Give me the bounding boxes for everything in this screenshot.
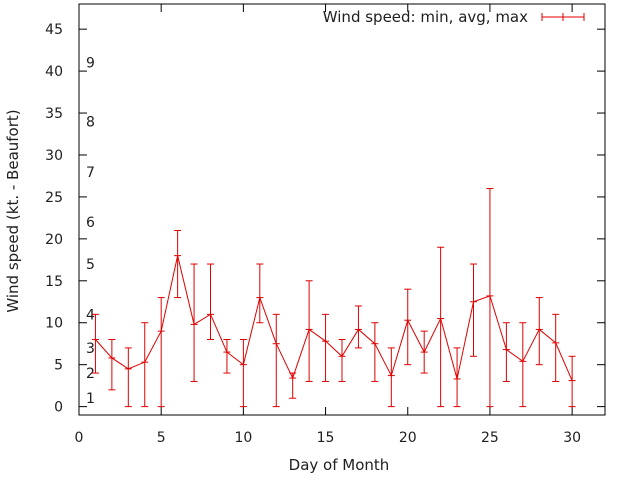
legend: Wind speed: min, avg, max <box>323 8 585 26</box>
x-tick-label: 25 <box>481 430 499 446</box>
avg-line <box>95 255 573 381</box>
beaufort-label-5: 5 <box>86 257 95 273</box>
y-tick-label: 20 <box>45 232 63 248</box>
x-tick-label: 15 <box>317 430 335 446</box>
beaufort-label-9: 9 <box>86 56 95 72</box>
y-tick-label: 35 <box>45 106 63 122</box>
y-tick-label: 30 <box>45 148 63 164</box>
y-tick-label: 10 <box>45 316 63 332</box>
plot-frame <box>78 3 606 416</box>
beaufort-label-6: 6 <box>86 215 95 231</box>
x-axis-label: Day of Month <box>289 456 390 474</box>
beaufort-label-2: 2 <box>86 366 95 382</box>
y-axis-label: Wind speed (kt. - Beaufort) <box>4 109 22 312</box>
y-tick-label: 45 <box>45 22 63 38</box>
y-tick-label: 25 <box>45 190 63 206</box>
y-tick-label: 40 <box>45 64 63 80</box>
y-tick-label: 0 <box>54 400 63 416</box>
beaufort-label-1: 1 <box>86 391 95 407</box>
x-tick-label: 20 <box>399 430 417 446</box>
x-tick-label: 30 <box>563 430 581 446</box>
beaufort-label-8: 8 <box>86 114 95 130</box>
series <box>91 188 576 408</box>
legend-label: Wind speed: min, avg, max <box>323 8 528 26</box>
beaufort-labels: 1 2 3 4 5 6 7 8 9 <box>86 56 95 408</box>
y-tick-label: 15 <box>45 274 63 290</box>
x-tick-label: 10 <box>234 430 252 446</box>
y-tick-label: 5 <box>54 358 63 374</box>
beaufort-label-7: 7 <box>86 165 95 181</box>
beaufort-label-3: 3 <box>86 341 95 357</box>
x-tick-label: 5 <box>157 430 166 446</box>
x-tick-label: 0 <box>75 430 84 446</box>
beaufort-label-4: 4 <box>86 307 95 323</box>
